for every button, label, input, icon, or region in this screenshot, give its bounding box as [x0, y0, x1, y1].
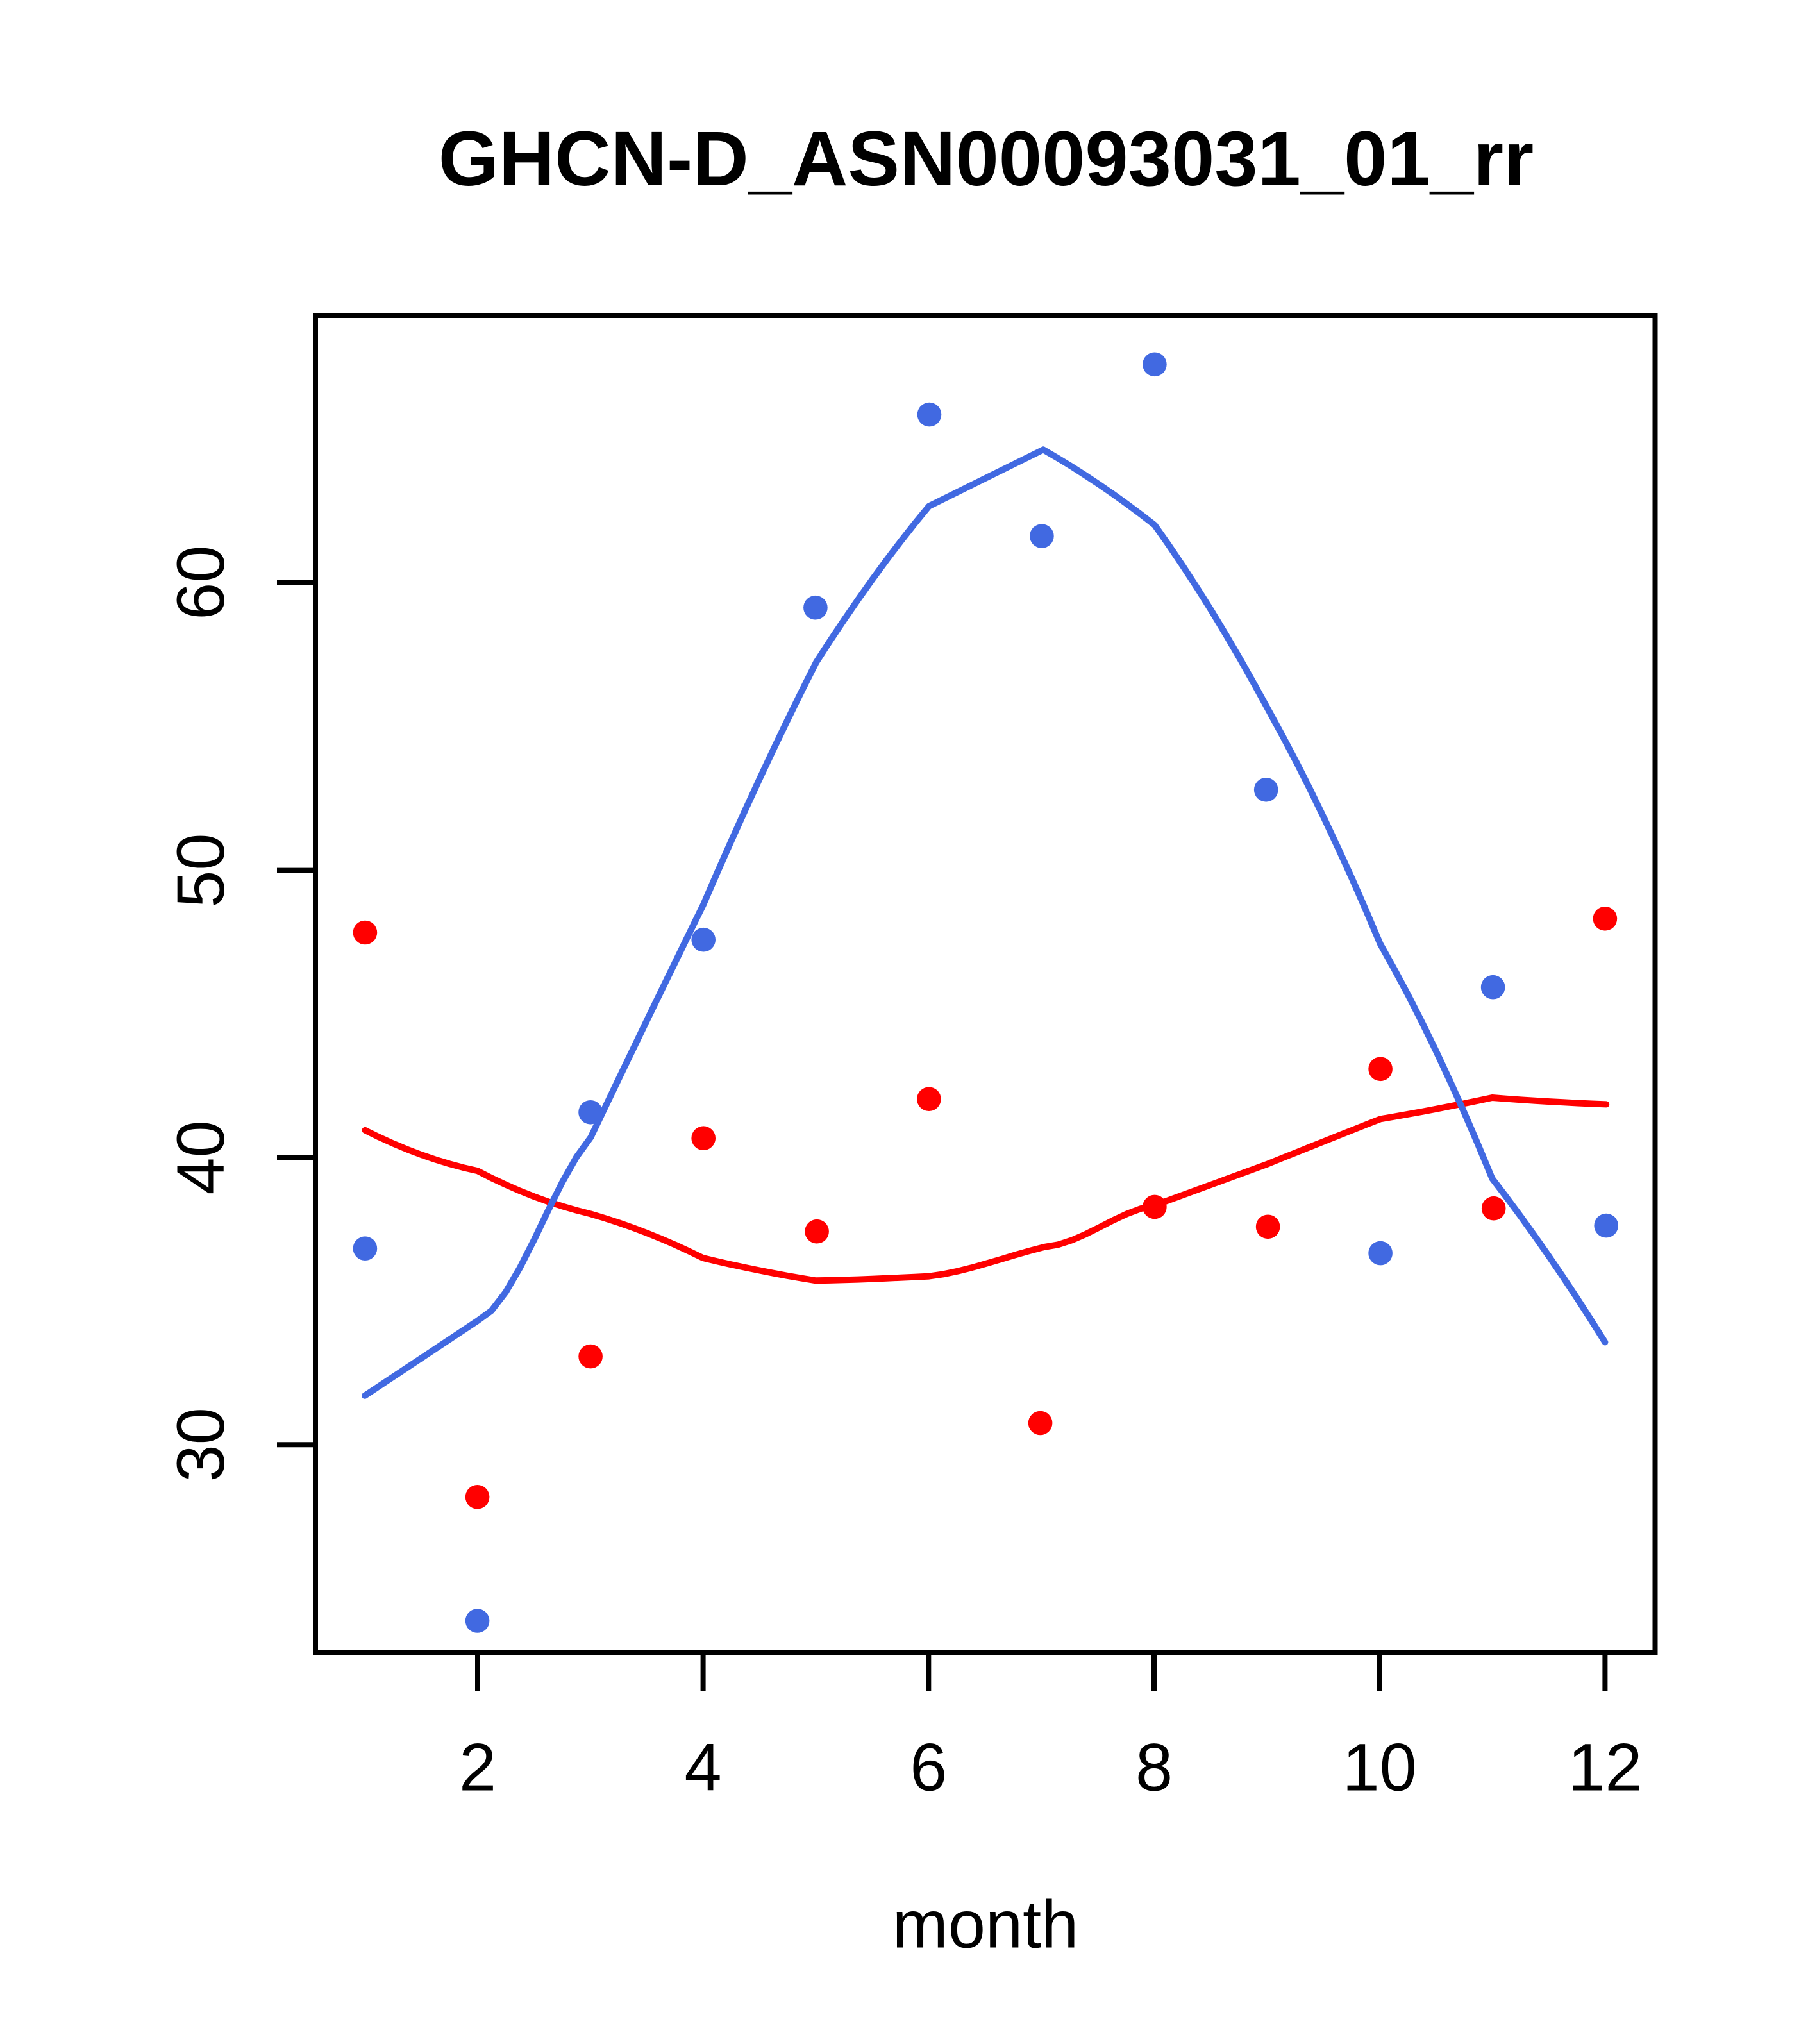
svg-text:6: 6: [910, 1730, 947, 1805]
svg-text:60: 60: [163, 545, 239, 619]
svg-text:40: 40: [163, 1120, 239, 1194]
svg-text:50: 50: [163, 833, 239, 907]
svg-text:10: 10: [1343, 1730, 1417, 1805]
svg-text:2: 2: [459, 1730, 496, 1805]
svg-text:4: 4: [685, 1730, 722, 1805]
svg-text:month: month: [892, 1888, 1078, 1963]
svg-text:30: 30: [163, 1407, 239, 1482]
svg-text:12: 12: [1568, 1730, 1642, 1805]
svg-text:GHCN-D_ASN00093031_01_rr: GHCN-D_ASN00093031_01_rr: [439, 115, 1534, 202]
svg-text:8: 8: [1135, 1730, 1173, 1805]
